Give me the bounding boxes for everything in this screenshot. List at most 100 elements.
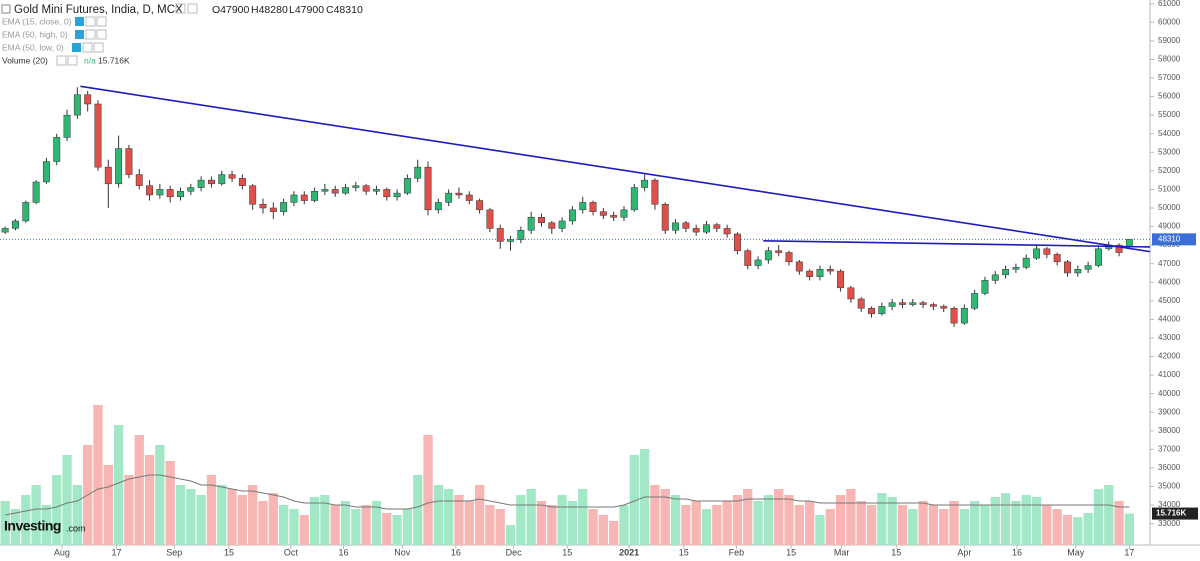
candle-body xyxy=(42,161,50,183)
candle-body xyxy=(651,179,659,205)
indicator-settings[interactable] xyxy=(72,43,81,52)
volume-bar xyxy=(433,485,443,545)
volume-bar xyxy=(309,497,320,545)
indicator-label: EMA (50, low, 0) xyxy=(2,42,64,52)
volume-bar xyxy=(392,515,402,545)
volume-bar xyxy=(278,505,289,545)
indicator-close[interactable] xyxy=(96,29,107,40)
y-tick-label: 49000 xyxy=(1158,222,1181,231)
settings-icon[interactable] xyxy=(175,3,186,14)
volume-bar xyxy=(763,495,774,545)
candle-body xyxy=(424,166,432,211)
indicator-hide[interactable] xyxy=(85,29,96,40)
volume-bar xyxy=(712,505,722,545)
y-tick-label: 52000 xyxy=(1158,166,1181,175)
volume-bar xyxy=(1124,513,1135,545)
indicator-close[interactable] xyxy=(93,42,104,53)
candle-body xyxy=(971,293,979,309)
volume-bar xyxy=(103,465,113,545)
candle-body xyxy=(269,207,277,212)
y-tick-label: 43000 xyxy=(1158,333,1181,342)
volume-bar xyxy=(464,501,474,545)
candle-body xyxy=(290,194,298,203)
axis-labels: 48310 15.716K xyxy=(1152,233,1198,520)
x-tick-label: 15 xyxy=(891,547,901,557)
candle-body xyxy=(1074,269,1082,274)
volume-bar xyxy=(1052,509,1062,545)
x-tick-label: Feb xyxy=(729,547,745,557)
candle-body xyxy=(445,192,453,203)
volume-bar xyxy=(1021,495,1031,545)
volume-bar xyxy=(113,425,124,545)
volume-bar xyxy=(62,455,72,545)
volume-bar xyxy=(52,475,62,545)
y-tick-label: 53000 xyxy=(1158,147,1181,156)
ohlc-high: H48280 xyxy=(251,4,288,16)
candle-body xyxy=(1033,248,1040,259)
volume-bar xyxy=(578,489,588,545)
volume-bar xyxy=(93,405,103,545)
volume-settings[interactable] xyxy=(56,55,67,66)
x-tick-label: Oct xyxy=(284,547,299,557)
indicator-close[interactable] xyxy=(96,16,107,27)
volume-bar xyxy=(351,509,361,545)
close-icon[interactable] xyxy=(187,3,198,14)
volume-bar xyxy=(289,509,299,545)
x-tick-label: Apr xyxy=(957,547,971,557)
y-tick-label: 35000 xyxy=(1158,482,1181,491)
candle-body xyxy=(12,220,19,229)
candle-body xyxy=(754,259,762,266)
indicator-hide[interactable] xyxy=(85,16,96,27)
volume-bar xyxy=(485,505,495,545)
candle-body xyxy=(94,103,102,168)
collapse-icon[interactable] xyxy=(1,4,11,14)
last-price-label: 48310 xyxy=(1158,234,1181,243)
volume-bar xyxy=(1011,501,1021,545)
candle-body xyxy=(465,194,473,201)
candle-body xyxy=(393,192,401,198)
volume-bar xyxy=(877,493,887,545)
candle-body xyxy=(888,302,896,307)
volume-bar xyxy=(227,489,237,545)
y-tick-label: 38000 xyxy=(1158,426,1181,435)
volume-bar xyxy=(299,515,309,545)
candle-body xyxy=(548,222,556,229)
candle-body xyxy=(362,185,370,192)
logo: Investing xyxy=(4,518,61,534)
volume-bar xyxy=(701,509,712,545)
volume-close[interactable] xyxy=(67,55,78,66)
volume-bar xyxy=(1000,493,1011,545)
candle-body xyxy=(538,217,545,224)
candle-body xyxy=(878,306,886,315)
volume-bar xyxy=(516,495,526,545)
y-tick-label: 39000 xyxy=(1158,407,1181,416)
y-tick-label: 47000 xyxy=(1158,259,1181,268)
y-tick-label: 57000 xyxy=(1158,73,1181,82)
ohlc-open: O47900 xyxy=(212,4,250,16)
x-tick-label: May xyxy=(1067,547,1085,557)
candle-body xyxy=(703,224,710,233)
volume-bar xyxy=(330,505,340,545)
y-tick-label: 34000 xyxy=(1158,500,1181,509)
volume-bar xyxy=(959,509,969,545)
volume-bar xyxy=(21,495,31,545)
candle-body xyxy=(981,280,989,294)
volume-bar xyxy=(31,485,41,545)
indicator-settings[interactable] xyxy=(75,17,84,26)
volume-label: Volume (20) xyxy=(2,55,48,65)
trendline xyxy=(763,240,1151,248)
candle-body xyxy=(476,200,484,211)
candle-body xyxy=(1,228,9,233)
indicator-hide[interactable] xyxy=(82,42,93,53)
volume-bar xyxy=(320,495,330,545)
candle-body xyxy=(166,189,174,198)
volume-bar xyxy=(866,505,877,545)
indicator-settings[interactable] xyxy=(75,30,84,39)
volume-bar xyxy=(815,515,825,545)
volume-bar xyxy=(681,505,691,545)
volume-bar xyxy=(722,501,732,545)
x-tick-label: 15 xyxy=(679,547,689,557)
y-tick-label: 61000 xyxy=(1158,0,1181,8)
